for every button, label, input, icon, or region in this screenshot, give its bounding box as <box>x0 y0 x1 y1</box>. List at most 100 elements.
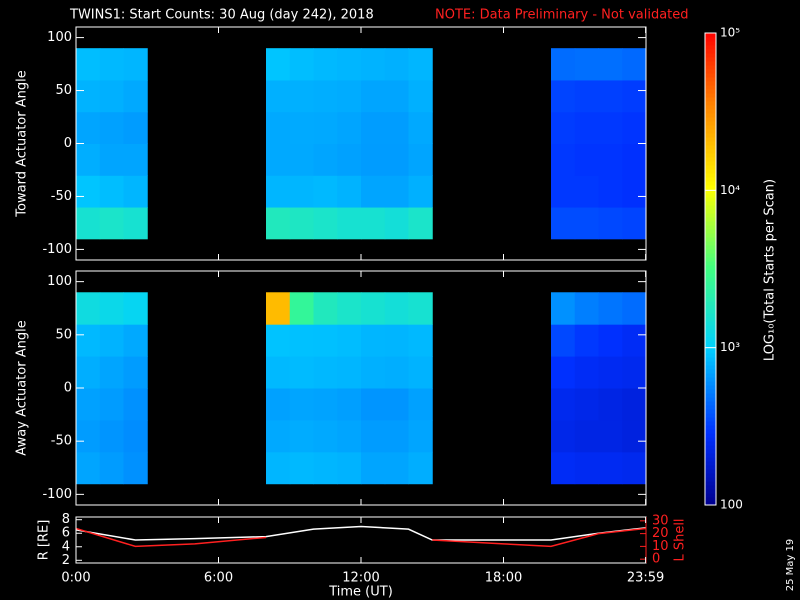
colorbar-swatch <box>705 293 716 298</box>
heatmap-cell <box>384 292 409 325</box>
heatmap-cell <box>408 419 433 453</box>
colorbar-swatch <box>705 469 716 474</box>
heatmap-cell <box>289 111 314 144</box>
colorbar-swatch <box>705 137 716 142</box>
heatmap-cell <box>266 324 291 357</box>
colorbar-label: LOG₁₀(Total Starts per Scan) <box>763 179 778 361</box>
heatmap-cell <box>408 451 433 485</box>
heatmap-cell <box>598 111 623 144</box>
heatmap-cell <box>622 207 647 240</box>
y2-axis-label: L Shell <box>673 518 688 561</box>
colorbar-swatch <box>705 233 716 238</box>
y-tick-label: 100 <box>47 274 72 289</box>
heatmap-cell <box>384 111 409 144</box>
heatmap-cell <box>384 451 409 485</box>
heatmap-cell <box>622 143 647 176</box>
heatmap-cell <box>123 111 148 144</box>
colorbar-swatch <box>705 221 716 226</box>
series-line <box>76 525 646 541</box>
heatmap-cell <box>361 324 386 357</box>
heatmap-cell <box>551 356 576 389</box>
date: 25 May 19 <box>785 539 796 591</box>
y-tick-label: -100 <box>42 242 72 257</box>
heatmap-cell <box>622 451 647 485</box>
heatmap-cell <box>313 292 338 325</box>
colorbar-swatch <box>705 109 716 114</box>
heatmap-cell <box>551 175 576 208</box>
heatmap-cell <box>574 356 599 389</box>
colorbar-swatch <box>705 37 716 42</box>
colorbar-swatch <box>705 157 716 162</box>
heatmap-cell <box>266 451 291 485</box>
heatmap-cell <box>622 175 647 208</box>
x-tick-label: 12:00 <box>342 571 379 586</box>
y-tick-label: 0 <box>64 136 72 151</box>
colorbar-swatch <box>705 57 716 62</box>
heatmap-cell <box>313 175 338 208</box>
colorbar-swatch <box>705 201 716 206</box>
heatmap-cell <box>408 143 433 176</box>
colorbar-swatch <box>705 229 716 234</box>
heatmap-cell <box>622 419 647 453</box>
colorbar-swatch <box>705 453 716 458</box>
colorbar-swatch <box>705 185 716 190</box>
heatmap-cell <box>266 143 291 176</box>
heatmap-cell <box>551 419 576 453</box>
colorbar-swatch <box>705 113 716 118</box>
heatmap-cell <box>266 356 291 389</box>
colorbar-swatch <box>705 289 716 294</box>
note: NOTE: Data Preliminary - Not validated <box>435 8 689 23</box>
colorbar-swatch <box>705 141 716 146</box>
heatmap-cell <box>289 48 314 81</box>
heatmap-cell <box>123 207 148 240</box>
heatmap-cell <box>408 111 433 144</box>
heatmap-cell <box>598 207 623 240</box>
colorbar-swatch <box>705 421 716 426</box>
colorbar-swatch <box>705 477 716 482</box>
colorbar-swatch <box>705 325 716 330</box>
colorbar-swatch <box>705 125 716 130</box>
colorbar-swatch <box>705 181 716 186</box>
heatmap-cell <box>337 324 362 357</box>
colorbar-swatch <box>705 297 716 302</box>
heatmap-cell <box>123 48 148 81</box>
heatmap-cell <box>99 79 124 113</box>
heatmap-cell <box>598 356 623 389</box>
heatmap-cell <box>266 175 291 208</box>
colorbar-swatch <box>705 301 716 306</box>
heatmap-cell <box>622 111 647 144</box>
y-tick-label: 8 <box>62 512 70 527</box>
heatmap-cell <box>384 48 409 81</box>
colorbar-swatch <box>705 409 716 414</box>
heatmap-cell <box>574 143 599 176</box>
colorbar-swatch <box>705 77 716 82</box>
heatmap-cell <box>598 48 623 81</box>
y-tick-label: -100 <box>42 487 72 502</box>
colorbar-swatch <box>705 81 716 86</box>
colorbar-swatch <box>705 93 716 98</box>
colorbar-tick-label: 10⁴ <box>720 183 740 197</box>
heatmap-cell <box>266 292 291 325</box>
heatmap-cell <box>361 207 386 240</box>
heatmap-cell <box>361 48 386 81</box>
y2-tick-label: 10 <box>652 539 669 554</box>
y2-tick-label: 0 <box>652 552 660 567</box>
heatmap-cell <box>598 324 623 357</box>
colorbar-swatch <box>705 253 716 258</box>
colorbar-swatch <box>705 213 716 218</box>
heatmap-cell <box>408 175 433 208</box>
heatmap-cell <box>289 143 314 176</box>
colorbar-swatch <box>705 333 716 338</box>
x-axis-label: Time (UT) <box>328 585 393 600</box>
heatmap-cell <box>337 356 362 389</box>
colorbar-swatch <box>705 377 716 382</box>
heatmap-cell <box>408 48 433 81</box>
y-tick-label: 50 <box>55 83 72 98</box>
heatmap-cell <box>361 292 386 325</box>
heatmap-cell <box>123 388 148 421</box>
heatmap-cell <box>266 419 291 453</box>
heatmap-cell <box>99 48 124 81</box>
heatmap-cell <box>76 292 101 325</box>
heatmap-cell <box>337 48 362 81</box>
colorbar-tick-label: 100 <box>720 498 743 512</box>
